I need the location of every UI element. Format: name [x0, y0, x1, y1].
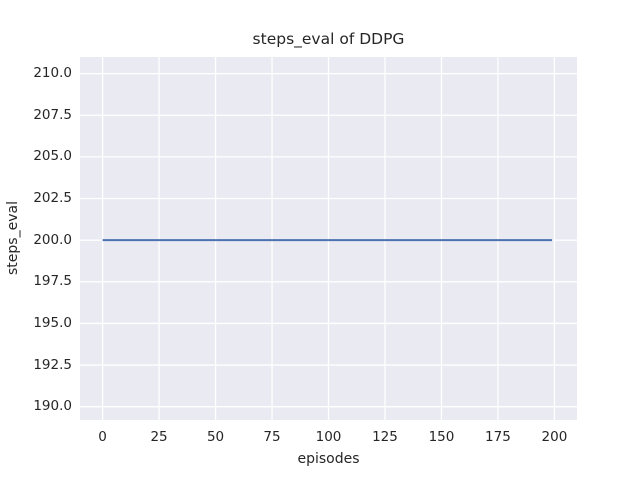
x-tick-label: 75	[263, 429, 281, 445]
x-tick-label: 175	[485, 429, 511, 445]
y-tick-label: 197.5	[33, 273, 72, 290]
x-tick-label: 150	[428, 429, 455, 445]
y-tick-label: 207.5	[33, 106, 72, 123]
x-tick-label: 25	[150, 429, 168, 445]
x-tick-label: 100	[315, 429, 342, 445]
y-tick-label: 202.5	[33, 190, 72, 207]
x-tick-label: 0	[98, 429, 107, 445]
y-tick-label: 205.0	[33, 148, 72, 165]
y-axis-label: steps_eval	[5, 201, 21, 275]
y-tick-label: 200.0	[33, 231, 72, 248]
x-tick-label: 125	[372, 429, 398, 445]
y-tick-label: 210.0	[33, 65, 72, 82]
y-tick-label: 190.0	[33, 398, 72, 415]
y-tick-label: 192.5	[33, 356, 72, 373]
x-axis-label: episodes	[297, 451, 360, 467]
plot-area	[80, 57, 577, 420]
x-tick-label: 50	[206, 429, 225, 445]
chart-title: steps_eval of DDPG	[252, 30, 405, 48]
plot-canvas	[80, 57, 577, 420]
y-tick-label: 195.0	[33, 314, 72, 331]
x-tick-label: 200	[541, 429, 568, 445]
gridlines	[80, 57, 577, 420]
